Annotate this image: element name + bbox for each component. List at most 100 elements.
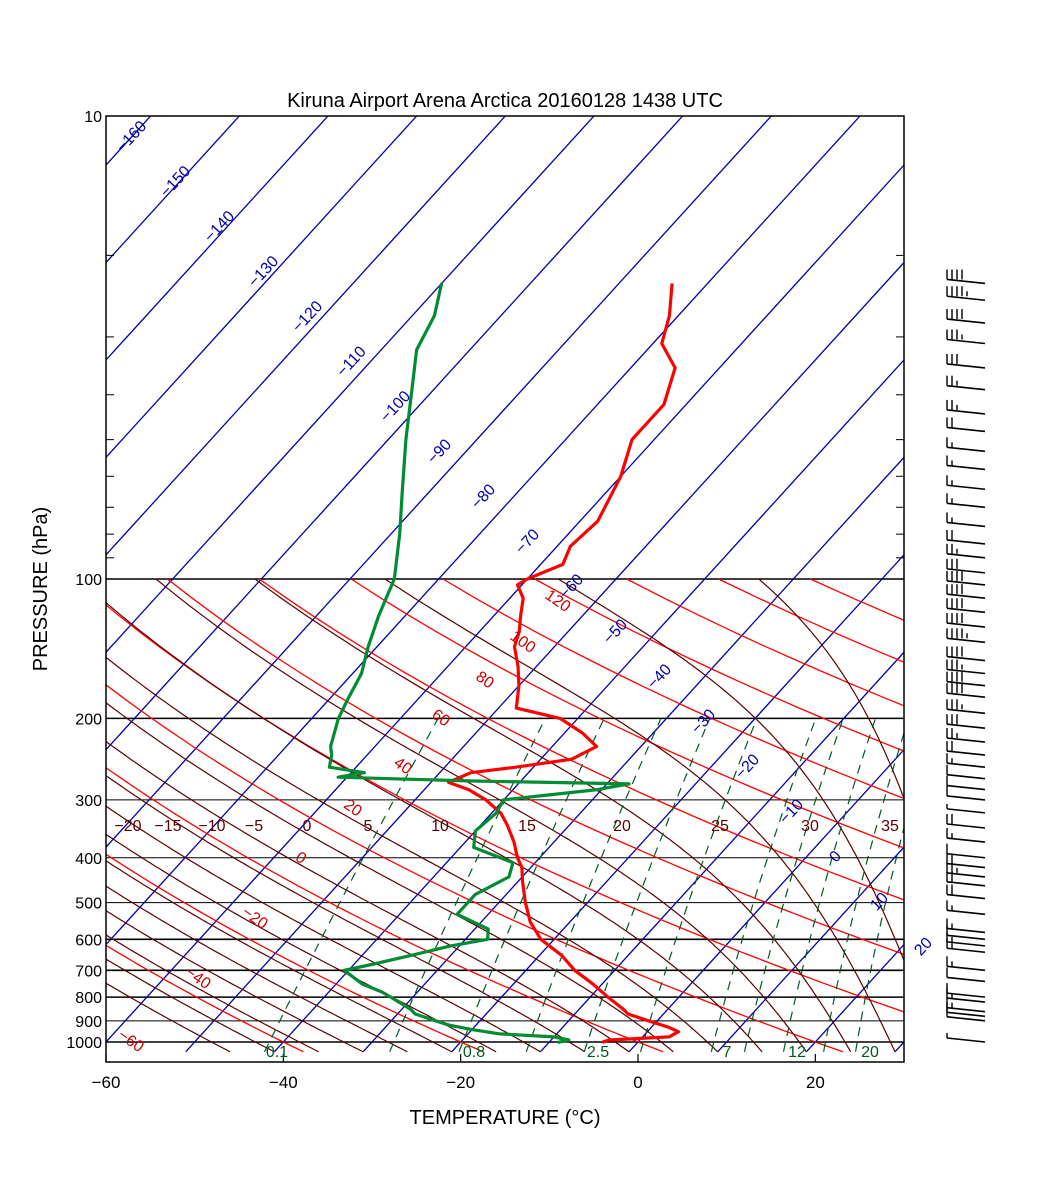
isotherm-label: 20 [911,935,936,960]
wind-barb [947,1033,985,1042]
wind-barb-shaft [947,427,985,431]
isotherm-label: 0 [826,848,845,866]
y-tick-label: 900 [75,1014,102,1031]
dry-adiabat-line [443,579,1062,1052]
wind-barb-shaft [947,279,985,283]
moist-adiabat-line [156,579,806,1052]
wind-barb [947,956,985,970]
y-tick-label: 400 [75,851,102,868]
dry-adiabat-line [719,579,1062,1052]
isotherm-line [186,116,1038,1052]
wind-barb-shaft [947,824,985,828]
isotherm-label: −130 [245,253,282,291]
x-tick-label: −40 [269,1073,298,1092]
wind-barb [947,437,985,451]
wind-barb [947,728,985,742]
wind-barb-shaft [947,638,985,642]
mixing-ratio-line [526,718,661,1051]
wind-barb [947,613,985,627]
moist-adiabat-label: 20 [613,818,631,835]
isotherm-label: −20 [732,751,763,783]
wind-barb-shaft [947,763,985,767]
moist-adiabat-line [0,579,673,1052]
wind-barb-shaft [947,485,985,489]
wind-barb [947,804,985,813]
dry-adiabat-label: 60 [428,706,452,730]
isotherm-label: −160 [113,118,150,156]
x-axis-label: TEMPERATURE (°C) [410,1107,601,1129]
mixing-ratio-label: 20 [861,1044,879,1061]
moist-adiabat-label: −20 [114,818,141,835]
wind-barb-shaft [947,296,985,300]
moist-adiabat-line [0,579,496,1052]
wind-barb-shaft [947,1012,985,1016]
isotherm-label: −120 [289,298,326,336]
isotherm-label: −90 [424,436,455,468]
dry-adiabat-label: −60 [115,1027,147,1057]
mixing-ratio-label: 2.5 [587,1044,609,1061]
mixing-ratio-label: 7 [723,1044,732,1061]
moist-adiabat-label: 10 [431,818,449,835]
mixing-ratio-label: 12 [788,1044,806,1061]
wind-barb-shaft [947,910,985,914]
wind-barb-shaft [947,522,985,526]
wind-barb-shaft [947,966,985,970]
wind-barb-shaft [947,809,985,813]
dry-adiabat-line [259,579,1062,1052]
moist-adiabat-line [79,579,762,1052]
wind-barb-shaft [947,751,985,755]
dry-adiabat-line [810,579,1062,1052]
isotherm-label: −110 [334,343,370,380]
wind-barb-shaft [947,948,985,952]
wind-barb [947,584,985,598]
wind-barb-shaft [947,608,985,612]
wind-barb-shaft [947,928,985,932]
y-tick-label: 100 [75,572,102,589]
x-tick-label: 20 [806,1073,825,1092]
wind-barb [947,512,985,526]
isotherm-label: −70 [512,526,543,558]
wind-barb-shaft [947,786,985,790]
moist-adiabat-label: 25 [711,818,729,835]
moist-adiabat-label: −15 [154,818,181,835]
mixing-ratio-line [856,718,935,1051]
x-tick-label: −20 [446,1073,475,1092]
wind-barb-shaft [947,594,985,598]
dry-adiabat-line [76,579,1023,1052]
mixing-ratio-label: 0.8 [463,1044,485,1061]
wind-barb [947,872,985,886]
wind-barb-shaft [947,998,985,1002]
dry-adiabat-line [351,579,1062,1052]
wind-barb-shaft [947,796,985,800]
wind-barb [947,741,985,755]
y-axis-label: PRESSURE (hPa) [30,507,52,672]
wind-barb-shaft [947,1038,985,1042]
dry-adiabat-label: −40 [182,964,214,994]
x-tick-label: −60 [92,1073,121,1092]
isotherm-label: −40 [644,661,675,693]
dry-adiabat-label: 100 [507,628,539,657]
wind-barb-shaft [947,386,985,390]
wind-barb-shaft [947,1008,985,1012]
isotherm-label: −80 [468,481,499,513]
wind-barb-shaft [947,503,985,507]
y-tick-label: 700 [75,963,102,980]
y-tick-label: 300 [75,793,102,810]
isotherm-line [8,116,860,1052]
wind-barb-shaft [947,554,985,558]
wind-barb-shaft [947,319,985,323]
y-tick-label: 800 [75,990,102,1007]
isotherm-label: −150 [157,163,194,201]
wind-barb-shaft [947,895,985,899]
moist-adiabat-line [0,579,363,1052]
moist-adiabat-label: 15 [518,818,536,835]
wind-barb [947,530,985,544]
wind-barb-shaft [947,540,985,544]
wind-barb-shaft [947,623,985,627]
dry-adiabat-label: 0 [292,849,309,868]
dry-adiabat-line [0,579,483,1052]
dewpoint-trace [329,284,629,1043]
wind-barb-shaft [947,340,985,344]
y-tick-label: 1000 [66,1035,102,1052]
y-tick-label: 10 [84,109,102,126]
